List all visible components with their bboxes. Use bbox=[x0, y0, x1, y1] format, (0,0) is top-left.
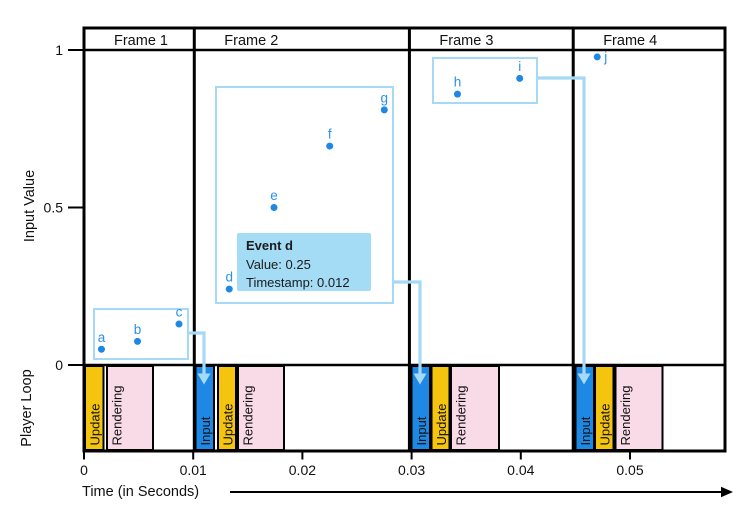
event-point-h[interactable] bbox=[453, 90, 461, 98]
event-group-box-2 bbox=[215, 86, 394, 304]
event-group-arrowhead-1 bbox=[197, 373, 211, 385]
bar-label-update-frame-3: Update bbox=[434, 404, 449, 446]
x-tick-label-0.02: 0.02 bbox=[289, 462, 316, 478]
player-loop-axis-label: Player Loop bbox=[19, 369, 35, 447]
tooltip-title: Event d bbox=[246, 238, 293, 253]
event-point-e[interactable] bbox=[270, 204, 278, 211]
event-point-label-c: c bbox=[176, 305, 183, 320]
x-axis-label: Time (in Seconds) bbox=[82, 484, 200, 500]
bar-label-update-frame-1: Update bbox=[88, 404, 103, 446]
x-tick-label-0.01: 0.01 bbox=[180, 462, 207, 478]
bar-label-rendering-frame-1: Rendering bbox=[110, 386, 125, 446]
y-tick-label-1: 1 bbox=[55, 42, 63, 58]
event-point-label-f: f bbox=[328, 127, 332, 142]
event-point-a[interactable] bbox=[97, 345, 105, 353]
event-group-arrowhead-2 bbox=[413, 373, 427, 385]
x-tick-label-0.04: 0.04 bbox=[507, 462, 534, 478]
frame-label-1: Frame 1 bbox=[114, 33, 168, 49]
y-tick-label-0: 0 bbox=[55, 357, 63, 373]
y-axis-label: Input Value bbox=[22, 169, 38, 243]
event-point-i[interactable] bbox=[516, 74, 524, 82]
event-point-label-e: e bbox=[270, 188, 278, 203]
y-tick-label-0.5: 0.5 bbox=[44, 200, 64, 216]
event-tooltip: Event d Value: 0.25 Timestamp: 0.012 bbox=[237, 233, 371, 291]
frame-label-4: Frame 4 bbox=[603, 33, 657, 49]
tooltip-value-line: Value: 0.25 bbox=[246, 256, 311, 272]
event-group-connector-3 bbox=[537, 76, 586, 374]
frame-label-3: Frame 3 bbox=[439, 33, 493, 49]
event-point-label-d: d bbox=[225, 270, 233, 285]
tooltip-timestamp-line: Timestamp: 0.012 bbox=[246, 275, 350, 290]
bar-label-rendering-frame-4: Rendering bbox=[618, 386, 633, 446]
x-tick-label-0: 0 bbox=[80, 462, 88, 478]
event-group-connector-2 bbox=[393, 280, 422, 374]
event-point-j[interactable] bbox=[593, 53, 601, 61]
event-group-box-3 bbox=[432, 57, 538, 104]
bar-label-input-frame-3: Input bbox=[414, 416, 429, 445]
event-point-label-b: b bbox=[134, 322, 142, 337]
event-point-d[interactable] bbox=[225, 285, 233, 293]
event-point-g[interactable] bbox=[380, 106, 388, 114]
bar-label-input-frame-2: Input bbox=[198, 416, 213, 445]
bar-label-rendering-frame-2: Rendering bbox=[241, 386, 256, 446]
bar-rendering-frame-1 bbox=[106, 365, 154, 451]
event-point-label-a: a bbox=[98, 330, 106, 345]
x-tick-label-0.05: 0.05 bbox=[616, 462, 643, 478]
event-point-c[interactable] bbox=[175, 320, 183, 328]
event-group-arrowhead-3 bbox=[577, 373, 591, 385]
time-axis-arrowhead bbox=[721, 486, 733, 498]
plot-border bbox=[82, 26, 727, 453]
event-point-f[interactable] bbox=[326, 142, 334, 150]
bar-rendering-frame-3 bbox=[450, 365, 500, 451]
event-point-label-j: j bbox=[603, 49, 607, 64]
bar-label-input-frame-4: Input bbox=[578, 416, 593, 445]
bar-label-update-frame-2: Update bbox=[221, 404, 236, 446]
event-point-label-h: h bbox=[454, 75, 462, 90]
frame-label-2: Frame 2 bbox=[224, 33, 278, 49]
event-point-label-i: i bbox=[518, 59, 521, 74]
bar-label-rendering-frame-3: Rendering bbox=[454, 386, 469, 446]
x-tick-label-0.03: 0.03 bbox=[398, 462, 425, 478]
event-point-label-g: g bbox=[381, 90, 389, 105]
event-point-b[interactable] bbox=[134, 337, 142, 345]
event-group-connector-1 bbox=[188, 331, 206, 374]
bar-label-update-frame-4: Update bbox=[598, 404, 613, 446]
